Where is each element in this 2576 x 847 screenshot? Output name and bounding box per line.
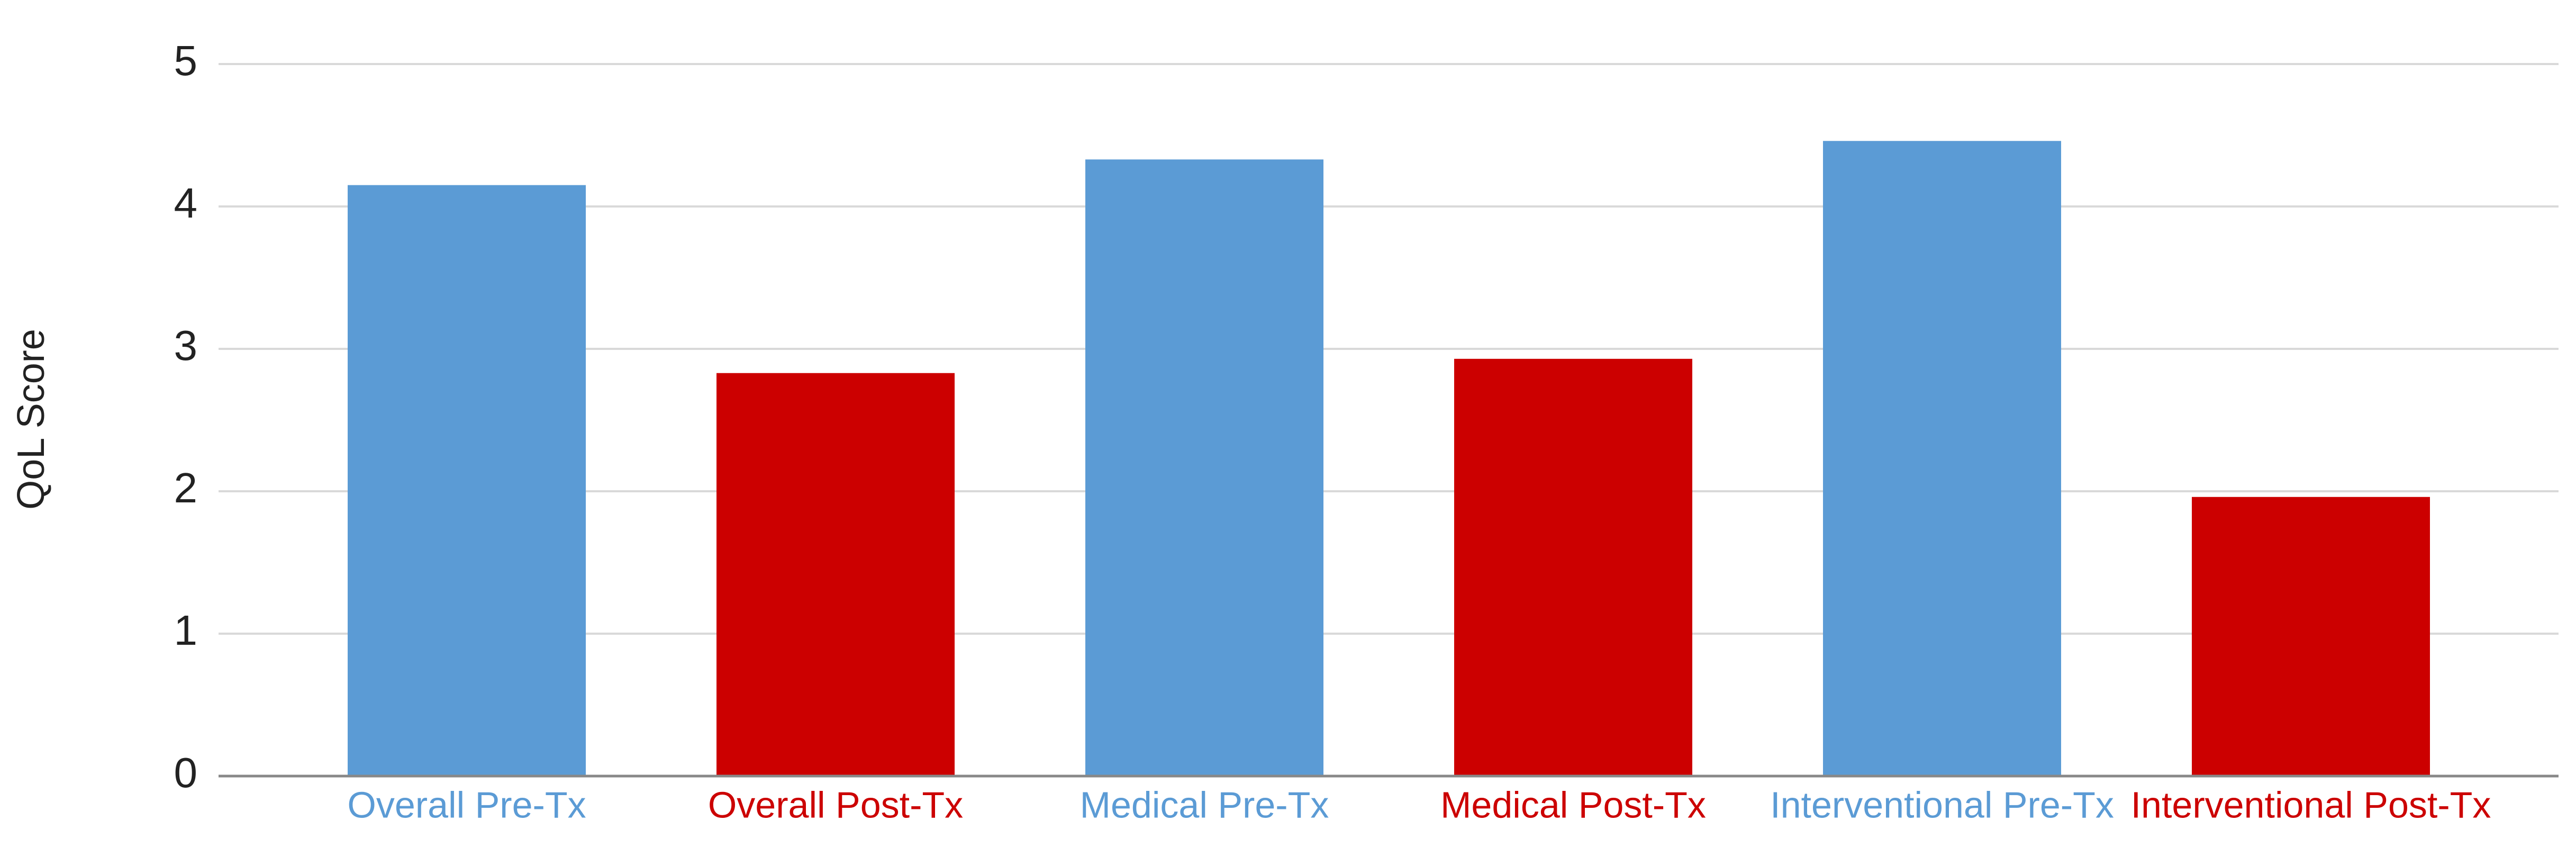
bar	[716, 373, 955, 776]
x-tick-label: Medical Post-Tx	[1440, 784, 1706, 825]
y-tick-label: 2	[174, 464, 198, 511]
bar	[1823, 141, 2061, 776]
x-tick-label: Overall Post-Tx	[708, 784, 963, 825]
x-tick-label: Overall Pre-Tx	[347, 784, 586, 825]
bar	[348, 185, 586, 776]
x-tick-label: Medical Pre-Tx	[1080, 784, 1329, 825]
bar	[1085, 159, 1323, 777]
y-tick-label: 0	[174, 749, 198, 796]
y-tick-label: 3	[174, 322, 198, 369]
bar	[1454, 358, 1692, 776]
x-tick-label: Interventional Post-Tx	[2131, 784, 2491, 825]
y-tick-label: 1	[174, 607, 198, 654]
y-tick-label: 5	[174, 37, 198, 84]
y-tick-label: 4	[174, 179, 198, 227]
x-tick-label: Interventional Pre-Tx	[1770, 784, 2114, 825]
y-axis-title: QoL Score	[10, 329, 52, 510]
bar	[2192, 497, 2430, 776]
